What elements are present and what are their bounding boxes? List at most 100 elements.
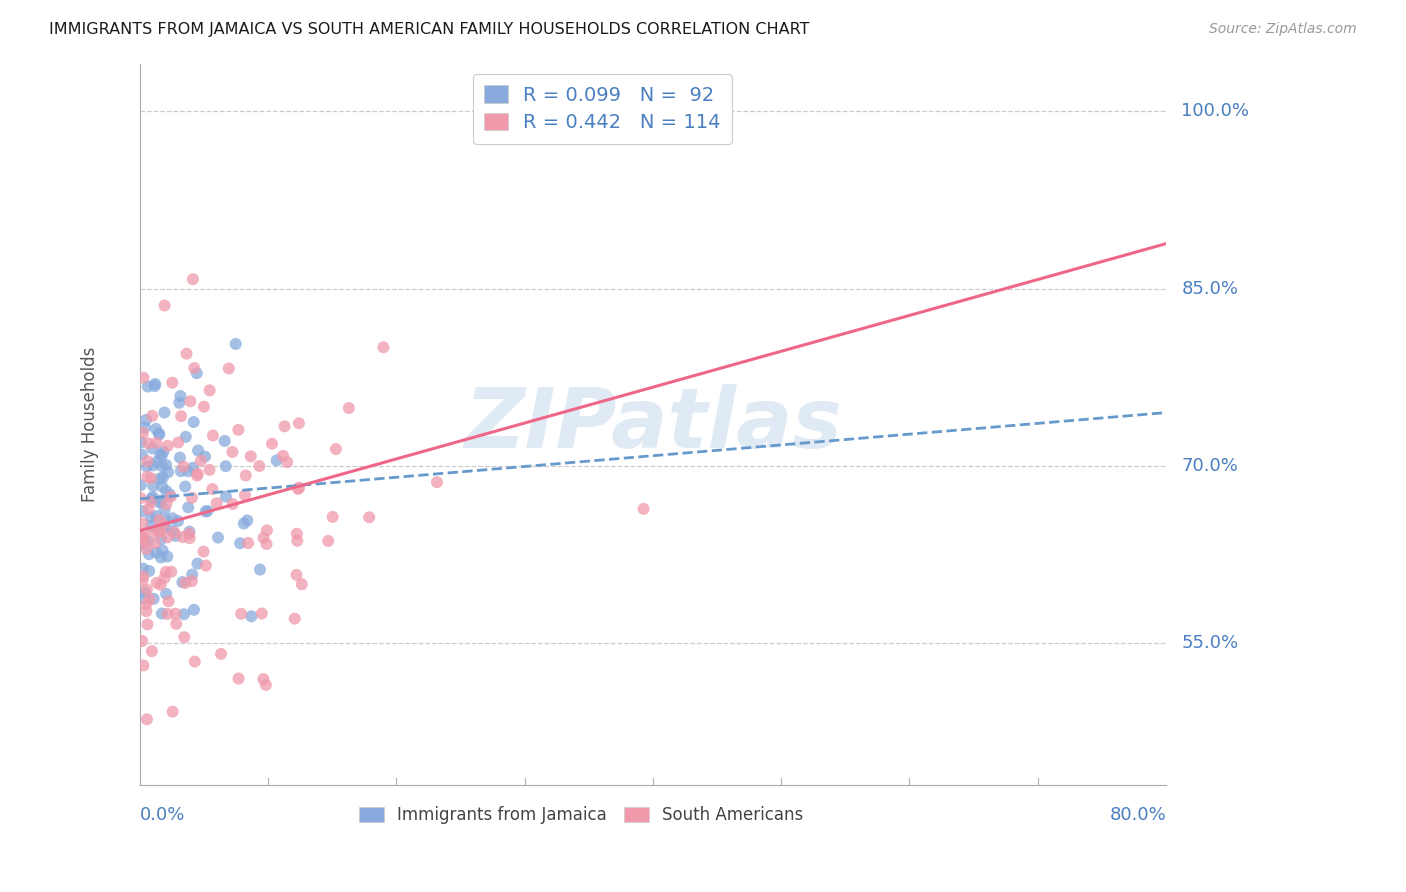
Text: 85.0%: 85.0% xyxy=(1181,279,1239,298)
Point xyxy=(156,549,179,564)
Point xyxy=(131,504,153,518)
Point xyxy=(240,609,263,624)
Point xyxy=(160,565,183,579)
Point xyxy=(150,493,173,508)
Point xyxy=(149,550,172,565)
Text: Source: ZipAtlas.com: Source: ZipAtlas.com xyxy=(1209,22,1357,37)
Point xyxy=(231,607,253,621)
Point xyxy=(131,448,153,462)
Point xyxy=(215,459,238,474)
Point xyxy=(129,435,152,450)
Point xyxy=(359,510,381,524)
Point xyxy=(183,603,205,617)
Point xyxy=(236,514,259,528)
Text: 55.0%: 55.0% xyxy=(1181,634,1239,652)
Point xyxy=(179,394,201,409)
Point xyxy=(162,705,184,719)
Point xyxy=(141,524,163,539)
Point xyxy=(167,514,190,528)
Point xyxy=(181,567,204,582)
Point xyxy=(153,502,176,516)
Point xyxy=(172,575,194,590)
Point xyxy=(134,420,156,434)
Point xyxy=(238,536,260,550)
Point xyxy=(288,416,311,430)
Point xyxy=(152,543,174,558)
Point xyxy=(165,529,187,543)
Point xyxy=(132,370,155,384)
Point xyxy=(633,501,655,516)
Point xyxy=(260,436,283,450)
Point xyxy=(218,361,240,376)
Point xyxy=(194,558,217,573)
Point xyxy=(131,574,153,588)
Point xyxy=(131,516,153,531)
Point xyxy=(228,672,250,686)
Point xyxy=(136,535,159,549)
Point xyxy=(287,482,309,496)
Point xyxy=(156,439,179,453)
Point xyxy=(139,510,162,524)
Point xyxy=(152,444,174,458)
Point xyxy=(195,504,218,518)
Point xyxy=(146,455,169,469)
Point xyxy=(143,379,166,393)
Point xyxy=(183,415,205,429)
Point xyxy=(155,483,177,498)
Point xyxy=(148,427,170,442)
Point xyxy=(156,607,179,621)
Point xyxy=(228,423,250,437)
Point xyxy=(157,465,180,479)
Point xyxy=(134,585,156,599)
Point xyxy=(288,481,311,495)
Point xyxy=(139,592,162,607)
Point xyxy=(266,453,288,467)
Point xyxy=(177,500,200,515)
Point xyxy=(209,647,232,661)
Point xyxy=(153,519,176,533)
Point xyxy=(132,534,155,549)
Text: 80.0%: 80.0% xyxy=(1109,806,1166,824)
Point xyxy=(291,577,314,591)
Point xyxy=(229,536,252,550)
Point xyxy=(153,405,176,419)
Point xyxy=(215,490,238,504)
Point xyxy=(135,597,157,611)
Point xyxy=(250,607,273,621)
Point xyxy=(180,491,202,505)
Point xyxy=(132,569,155,583)
Text: 70.0%: 70.0% xyxy=(1181,457,1239,475)
Point xyxy=(179,531,201,545)
Point xyxy=(198,384,221,398)
Point xyxy=(142,591,165,606)
Point xyxy=(225,337,247,351)
Point xyxy=(193,400,215,414)
Point xyxy=(150,458,173,473)
Point xyxy=(179,526,201,541)
Point xyxy=(148,524,170,538)
Point xyxy=(129,491,152,505)
Point xyxy=(142,479,165,493)
Point xyxy=(160,490,183,504)
Point xyxy=(145,509,167,524)
Point xyxy=(150,532,173,546)
Point xyxy=(135,459,157,474)
Text: 0.0%: 0.0% xyxy=(139,806,186,824)
Point xyxy=(148,426,170,441)
Point xyxy=(194,505,217,519)
Point xyxy=(214,434,236,448)
Point xyxy=(187,443,209,458)
Point xyxy=(134,591,156,606)
Point xyxy=(186,468,208,483)
Point xyxy=(190,453,212,467)
Point xyxy=(135,582,157,597)
Text: IMMIGRANTS FROM JAMAICA VS SOUTH AMERICAN FAMILY HOUSEHOLDS CORRELATION CHART: IMMIGRANTS FROM JAMAICA VS SOUTH AMERICA… xyxy=(49,22,810,37)
Point xyxy=(173,630,195,644)
Point xyxy=(131,538,153,552)
Point xyxy=(285,533,308,548)
Point xyxy=(131,634,153,648)
Point xyxy=(148,524,170,538)
Point xyxy=(135,541,157,556)
Point xyxy=(207,531,229,545)
Point xyxy=(373,340,395,354)
